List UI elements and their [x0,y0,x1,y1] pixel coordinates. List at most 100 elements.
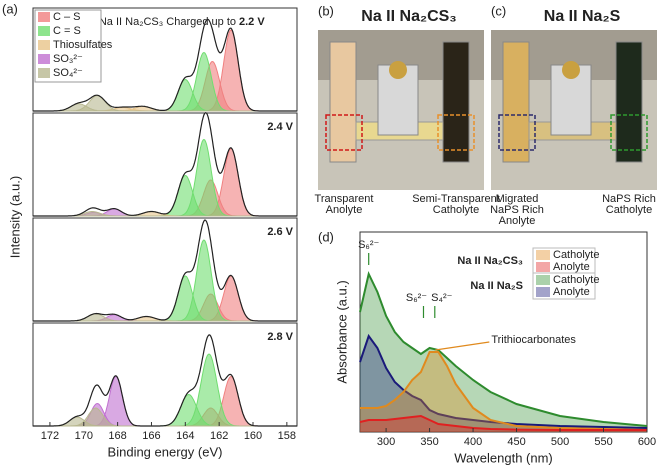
x-tick-label: 172 [41,430,59,442]
fit-component [33,275,297,322]
legend-swatch [38,12,50,22]
photo-title: Na II Na₂CS₃ [361,8,456,25]
legend-swatch [536,275,550,285]
x-axis-label: Binding energy (eV) [108,444,223,459]
legend-label: C – S [53,11,81,23]
legend-swatch [536,250,550,260]
legend-swatch [536,262,550,272]
series-line [359,271,648,427]
photo-caption: Migrated [496,193,539,205]
fit-component [33,275,297,322]
x-tick-label: 450 [507,436,525,448]
x-tick-label: 164 [176,430,194,442]
highlight-left [325,114,363,151]
vial-right [615,41,643,163]
area-fill [360,274,647,432]
vial-right [442,41,470,163]
legend-group-label: Na II Na₂CS₃ [457,255,523,267]
x-tick-label: 170 [75,430,93,442]
series-line [359,333,648,429]
clamp-screw [389,61,407,79]
legend-swatch [38,26,50,36]
legend-label: Anolyte [553,261,590,273]
legend-label: C = S [53,25,81,37]
highlight-right [437,114,475,151]
annotation-arrow [435,341,490,351]
fit-component [33,179,297,217]
clamp-screw [562,61,580,79]
legend-label: Anolyte [553,286,590,298]
legend-label: Catholyte [553,274,599,286]
area-fill [360,416,647,432]
vial-left [502,41,530,163]
panel-frame [32,217,298,322]
legend-label: SO₃²⁻ [53,53,83,65]
panel-frame [32,322,298,427]
y-axis-label: Intensity (a.u.) [7,176,22,258]
photo-caption: NaPS Rich [602,193,656,205]
legend-swatch [38,40,50,50]
fit-component [33,174,297,217]
panel-voltage: 2.4 V [267,121,293,133]
photo-caption: NaPS Rich [490,204,544,216]
area-fill [360,336,647,432]
photo-caption: Anolyte [499,215,536,227]
x-tick-label: 550 [594,436,612,448]
legend-swatch [536,287,550,297]
x-tick-label: 162 [210,430,228,442]
legend-swatch [38,68,50,78]
x-tick-label: 350 [420,436,438,448]
photo-title: Na II Na₂S [544,8,621,25]
annotation: Trithiocarbonates [491,334,576,346]
panel-label: (d) [318,229,334,244]
legend-label: Thiosulfates [53,39,113,51]
panel-voltage: 2.6 V [267,226,293,238]
y-axis-label: Absorbance (a.u.) [334,280,349,383]
highlight-right [610,114,648,151]
photo-caption: Transparent [315,193,374,205]
x-axis-label: Wavelength (nm) [454,450,553,465]
legend-label: SO₄²⁻ [53,67,83,79]
legend-group-label: Na II Na₂S [470,280,523,292]
panel-voltage: 2.8 V [267,331,293,343]
x-tick-label: 158 [278,430,296,442]
x-tick-label: 500 [551,436,569,448]
fit-component [33,293,297,322]
vial-left [329,41,357,163]
photo-caption: Anolyte [326,204,363,216]
annotation: S₆²⁻ [358,239,379,251]
fit-component [33,239,297,322]
panel-frame [32,112,298,217]
legend-box [532,272,596,300]
fit-envelope [33,18,297,112]
x-tick-label: 160 [244,430,262,442]
legend-box [532,247,596,275]
legend-swatch [38,54,50,64]
fit-envelope [33,334,297,427]
x-tick-label: 600 [638,436,656,448]
panel-label: (a) [2,1,18,16]
panel-voltage: 2.2 V [239,16,265,28]
series-line [359,414,647,431]
photo-caption: Catholyte [606,204,652,216]
x-tick-label: 300 [377,436,395,448]
fit-envelope [33,219,297,322]
x-tick-label: 166 [142,430,160,442]
fit-component [33,147,297,217]
x-tick-label: 168 [108,430,126,442]
plot-frame [359,231,648,433]
panel-label: (c) [491,3,506,18]
photo-caption: Catholyte [433,204,479,216]
annotation: S₆²⁻ [406,292,427,304]
legend-label: Catholyte [553,249,599,261]
highlight-left [498,114,536,151]
x-tick-label: 400 [464,436,482,448]
fit-component [33,353,297,427]
photo-caption: Semi-Transparent [412,193,500,205]
series-line [360,351,648,431]
annotation: S₄²⁻ [431,292,452,304]
area-fill [360,352,647,432]
fit-component [33,138,297,217]
fit-envelope [33,112,297,217]
